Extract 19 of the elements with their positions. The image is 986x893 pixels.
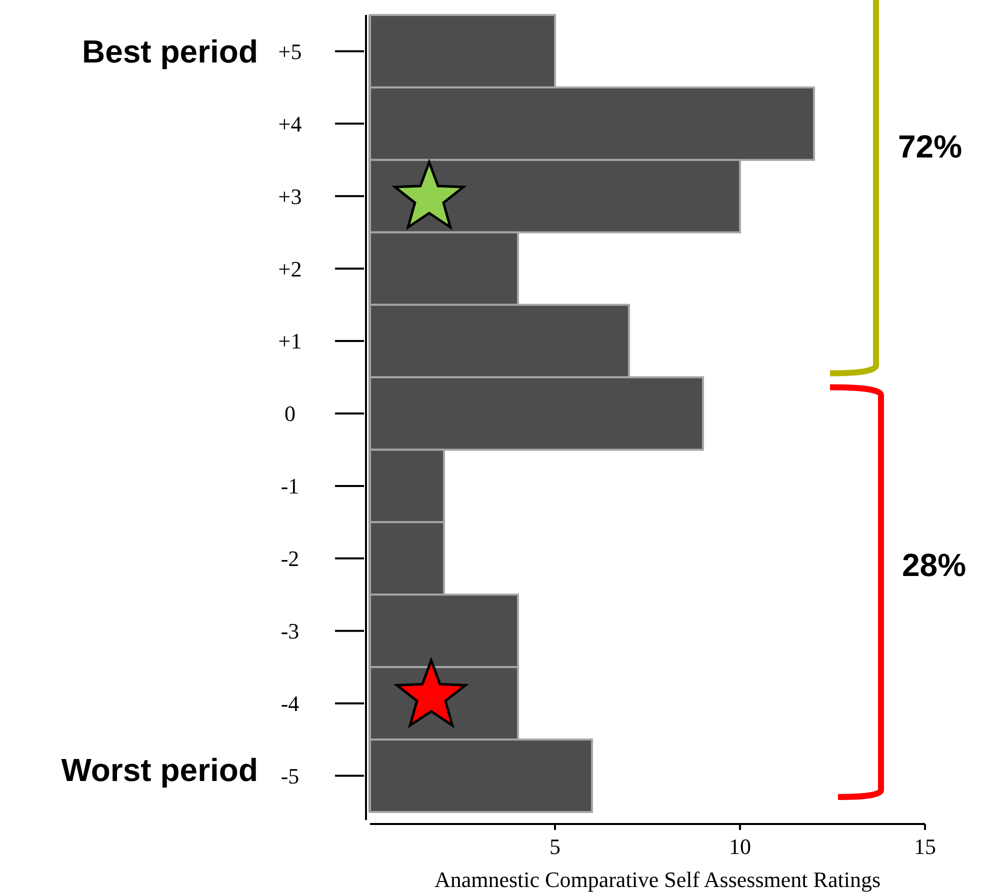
x-tick-label: 5: [550, 834, 560, 859]
y-tick-label: -1: [280, 474, 300, 499]
y-tick-label: +1: [278, 328, 302, 354]
y-tick-label: +2: [278, 256, 302, 282]
y-tick-label: 0: [284, 401, 296, 426]
y-tick-label: +3: [278, 184, 302, 209]
y-tick-label: -5: [280, 763, 300, 788]
annotation: 28%: [902, 546, 966, 583]
x-tick-label: 15: [914, 834, 936, 859]
y-tick-label: -2: [280, 546, 300, 572]
y-tick-label: -4: [280, 691, 300, 716]
text: Worst period: [61, 752, 258, 788]
y-tick-label: +5: [278, 38, 302, 64]
y-tick-label: +4: [278, 111, 302, 136]
x-tick-label: 10: [729, 834, 751, 859]
y-tick-label: -3: [280, 618, 300, 644]
annotation: 72%: [898, 128, 962, 164]
text: Best period: [82, 33, 258, 70]
x-axis-title: Anamnestic Comparative Self Assessment Ratings: [434, 867, 881, 892]
